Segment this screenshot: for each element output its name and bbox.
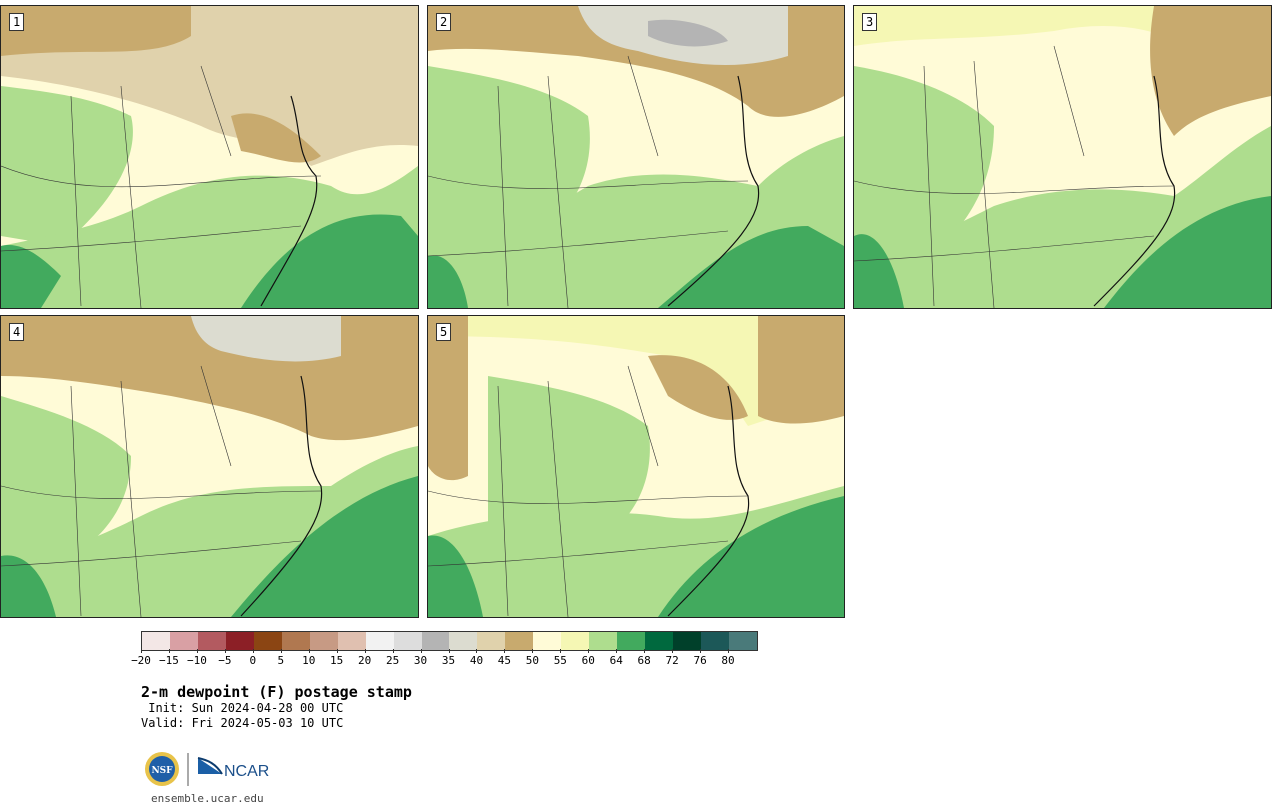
colorbar-swatch: [561, 632, 590, 650]
colorbar-tick-label: −5: [218, 654, 232, 667]
panel-number: 3: [862, 13, 878, 31]
colorbar-tick: [308, 649, 310, 653]
colorbar-swatch: [337, 632, 366, 650]
colorbar-tick: [336, 649, 338, 653]
site-url[interactable]: ensemble.ucar.edu: [151, 792, 264, 805]
colorbar-tick: [532, 649, 534, 653]
colorbar-swatch: [533, 632, 562, 650]
panel-number: 5: [436, 323, 452, 341]
logos: NSF NCAR: [144, 750, 284, 790]
colorbar-tick-label: 45: [497, 654, 512, 667]
svg-text:NSF: NSF: [151, 766, 173, 776]
stamp-panel-2: 2: [427, 5, 845, 309]
colorbar-tick: [280, 649, 282, 653]
colorbar-tick: [196, 649, 198, 653]
colorbar-ticks: −20 −15 −10 −5 0 5 10 15 20 25 30 35 40 45 50 55 60 64 68 7…: [131, 649, 756, 671]
colorbar-tick: [476, 649, 478, 653]
colorbar-swatch: [449, 632, 478, 650]
colorbar-swatch: [393, 632, 422, 650]
panel-number: 1: [9, 13, 25, 31]
colorbar-tick: [141, 649, 142, 653]
colorbar-tick-label: 50: [525, 654, 539, 667]
colorbar-tick-label: 55: [553, 654, 567, 667]
stamp-panel-5: 5: [427, 315, 845, 618]
map-3: [854, 6, 1271, 308]
colorbar-tick-label: −10: [186, 654, 207, 667]
colorbar-tick: [560, 649, 562, 653]
colorbar-tick-label: 20: [358, 654, 372, 667]
colorbar-swatch: [421, 632, 450, 650]
nsf-logo-icon: NSF: [145, 752, 179, 786]
colorbar-tick-label: −20: [131, 654, 151, 667]
colorbar-tick-label: 0: [249, 654, 257, 667]
colorbar-tick: [644, 649, 646, 653]
colorbar-tick: [616, 649, 618, 653]
colorbar-swatch: [253, 632, 282, 650]
colorbar-swatch: [645, 632, 674, 650]
colorbar-tick-label: 68: [637, 654, 651, 667]
colorbar-swatch: [142, 632, 170, 650]
colorbar-swatch: [617, 632, 646, 650]
colorbar-tick-label: 5: [277, 654, 285, 667]
colorbar-swatch: [505, 632, 534, 650]
colorbar-swatch: [477, 632, 506, 650]
plot-title: 2-m dewpoint (F) postage stamp: [141, 683, 412, 701]
map-5: [428, 316, 844, 617]
nsf-ncar-logo: NSF NCAR: [145, 752, 269, 786]
colorbar-tick-label: 30: [413, 654, 428, 667]
colorbar-swatch: [673, 632, 702, 650]
colorbar-swatch: [225, 632, 254, 650]
colorbar-tick: [588, 649, 590, 653]
colorbar-tick: [392, 649, 394, 653]
colorbar: [141, 631, 758, 651]
colorbar-tick: [252, 649, 254, 653]
colorbar-tick: [700, 649, 702, 653]
colorbar-tick: [224, 649, 226, 653]
colorbar-tick-label: 15: [330, 654, 344, 667]
colorbar-tick-label: 60: [581, 654, 595, 667]
panel-number: 2: [436, 13, 452, 31]
colorbar-swatch: [309, 632, 338, 650]
stamp-panel-1: 1: [0, 5, 419, 309]
colorbar-swatch: [701, 632, 730, 650]
map-4: [1, 316, 418, 617]
map-2: [428, 6, 844, 308]
colorbar-tick-label: 25: [385, 654, 400, 667]
colorbar-tick-label: 40: [469, 654, 484, 667]
colorbar-swatch: [365, 632, 394, 650]
colorbar-tick: [504, 649, 506, 653]
colorbar-swatch: [281, 632, 310, 650]
svg-text:NCAR: NCAR: [224, 763, 269, 780]
colorbar-tick: [448, 649, 450, 653]
colorbar-tick-label: 72: [665, 654, 679, 667]
panel-number: 4: [9, 323, 25, 341]
colorbar-tick: [168, 649, 170, 653]
colorbar-tick-label: 35: [441, 654, 456, 667]
colorbar-tick: [672, 649, 674, 653]
colorbar-swatch: [197, 632, 226, 650]
colorbar-swatch: [729, 632, 757, 650]
ncar-logo-icon: NCAR: [197, 757, 269, 780]
colorbar-tick-label: 10: [302, 654, 316, 667]
colorbar-tick-label: −15: [159, 654, 179, 667]
colorbar-tick: [420, 649, 422, 653]
stamp-panel-4: 4: [0, 315, 419, 618]
colorbar-tick-label: 76: [693, 654, 707, 667]
map-1: [1, 6, 418, 308]
init-time: Init: Sun 2024-04-28 00 UTC: [141, 701, 344, 715]
colorbar-tick-label: 80: [721, 654, 735, 667]
stamp-panel-3: 3: [853, 5, 1272, 309]
colorbar-tick-label: 64: [609, 654, 623, 667]
colorbar-swatch: [589, 632, 618, 650]
valid-time: Valid: Fri 2024-05-03 10 UTC: [141, 716, 344, 730]
colorbar-tick: [364, 649, 366, 653]
colorbar-swatch: [169, 632, 198, 650]
colorbar-tick: [728, 649, 730, 653]
